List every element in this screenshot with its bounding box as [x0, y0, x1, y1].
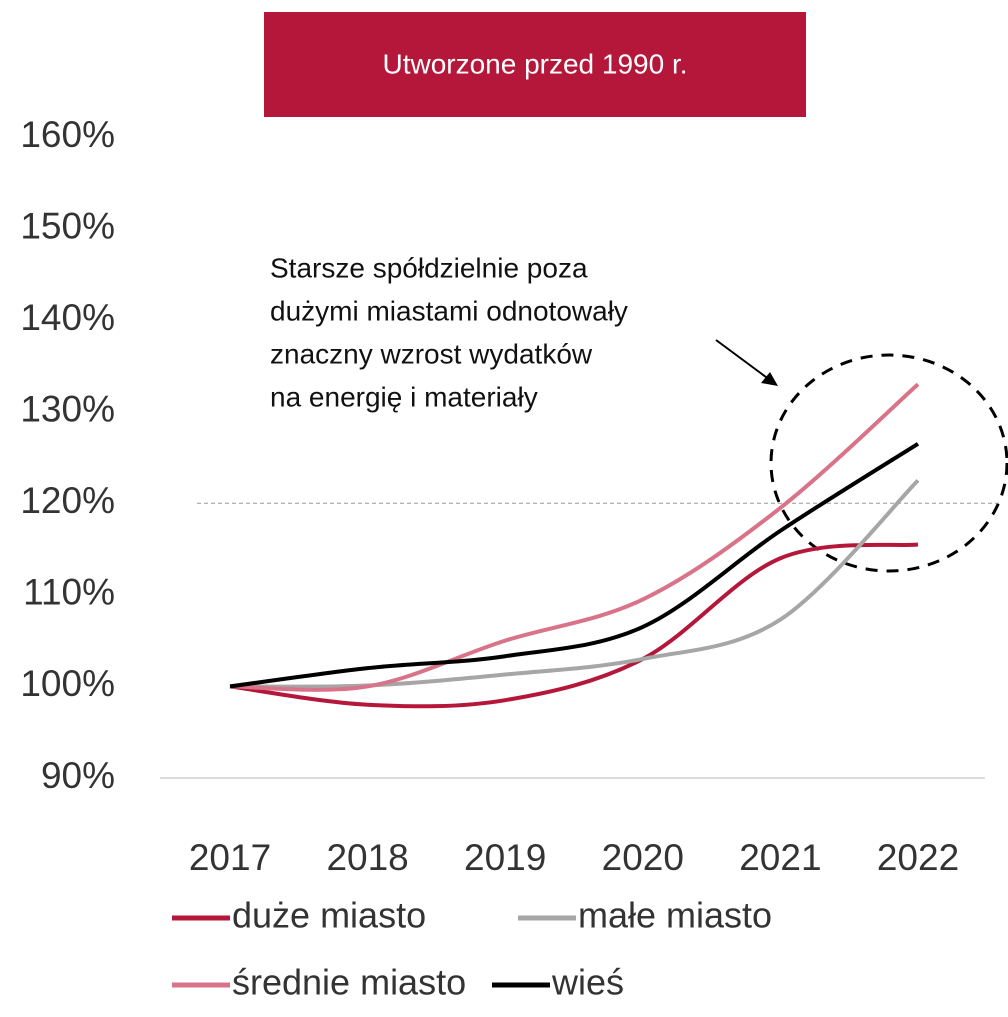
arrow	[715, 339, 771, 381]
y-tick-label: 130%	[20, 388, 115, 429]
annotation: na energię i materiały	[270, 381, 538, 412]
series-line	[229, 478, 920, 689]
legend-label: małe miasto	[578, 895, 772, 936]
x-tick-label: 2018	[326, 837, 408, 878]
arrow-head	[761, 372, 778, 386]
legend-label: wieś	[551, 962, 624, 1003]
annotation: dużymi miastami odnotowały	[270, 295, 628, 326]
annotation: znaczny wzrost wydatków	[270, 338, 593, 369]
legend-label: średnie miasto	[232, 962, 466, 1003]
y-tick-label: 160%	[20, 114, 115, 155]
y-tick-label: 140%	[20, 297, 115, 338]
title-box	[264, 12, 806, 117]
x-tick-label: 2017	[189, 837, 271, 878]
y-tick-label: 100%	[20, 663, 115, 704]
series-line	[229, 542, 919, 709]
highlight-circle	[769, 353, 1008, 573]
series-line	[229, 382, 920, 692]
x-tick-label: 2022	[877, 837, 959, 878]
x-tick-label: 2019	[464, 837, 546, 878]
y-tick-label: 110%	[23, 572, 115, 613]
y-tick-label: 120%	[20, 480, 115, 521]
annotation: Starsze spółdzielnie poza	[270, 252, 588, 283]
chart-title: Utworzone przed 1990 r.	[382, 48, 687, 79]
y-tick-label: 90%	[41, 755, 115, 796]
x-tick-label: 2020	[602, 837, 684, 878]
x-tick-label: 2021	[739, 837, 821, 878]
y-tick-label: 150%	[20, 205, 115, 246]
legend-label: duże miasto	[232, 895, 426, 936]
series-line	[229, 442, 920, 689]
